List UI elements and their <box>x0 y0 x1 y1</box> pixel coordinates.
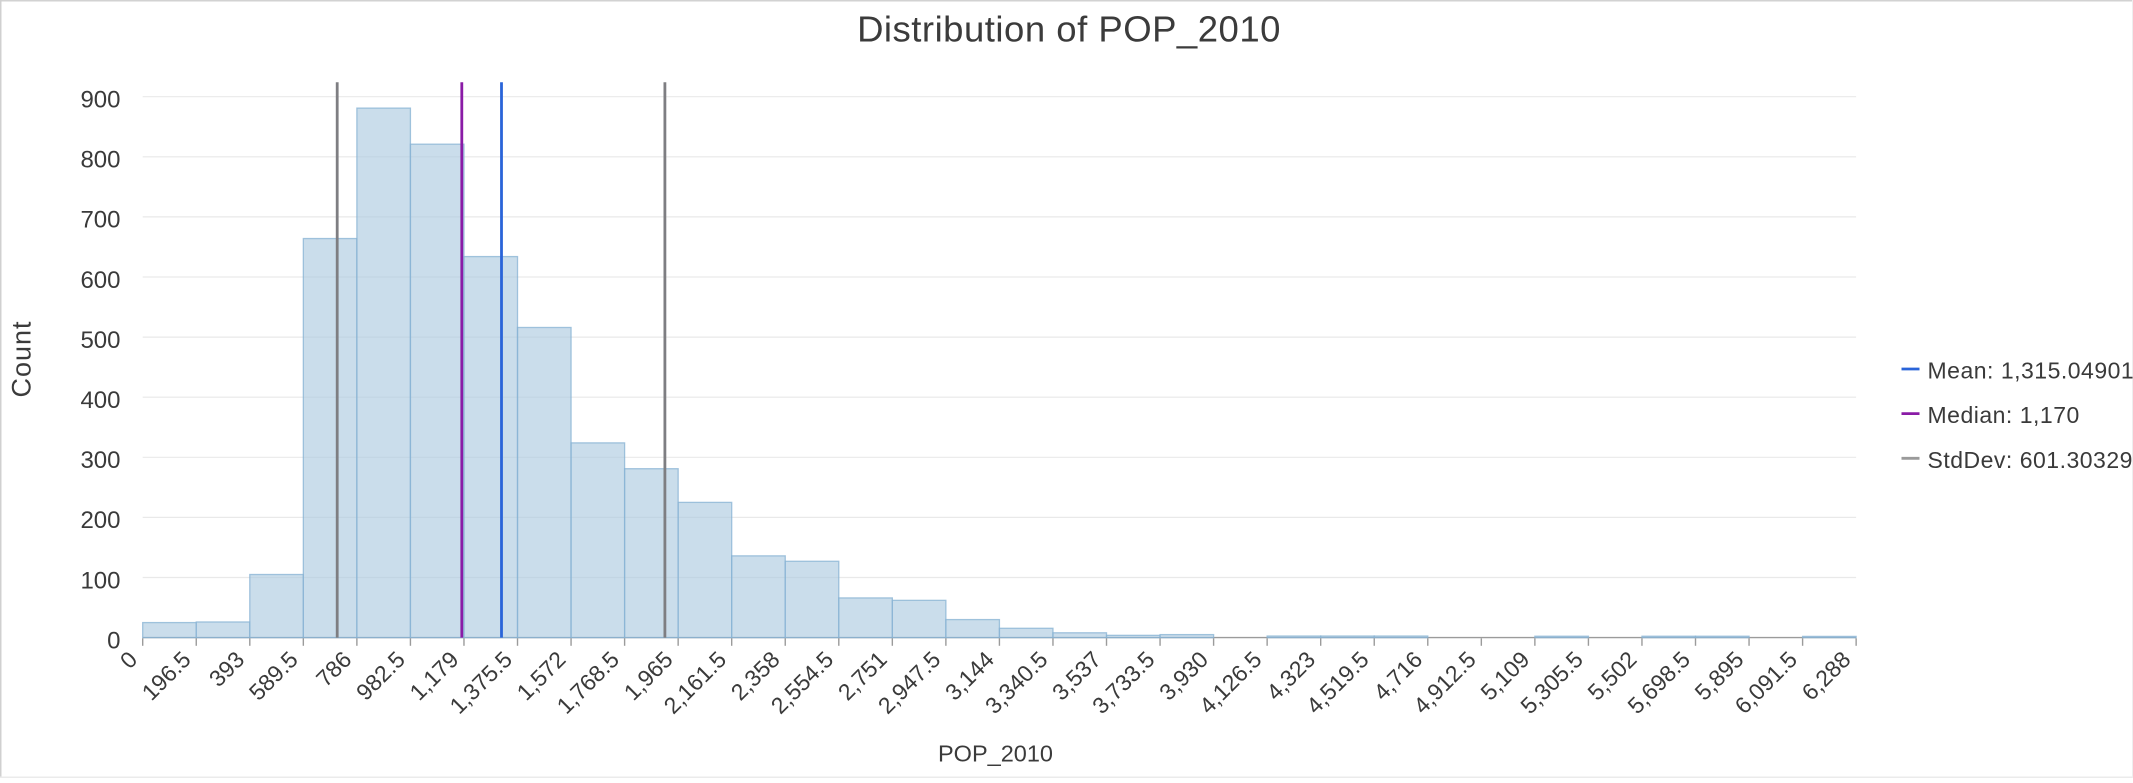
svg-text:200: 200 <box>80 507 120 534</box>
svg-text:Distribution of POP_2010: Distribution of POP_2010 <box>857 9 1281 50</box>
svg-text:Mean: 1,315.04901: Mean: 1,315.04901 <box>1928 358 2133 384</box>
svg-text:Median: 1,170: Median: 1,170 <box>1928 402 2080 428</box>
svg-text:POP_2010: POP_2010 <box>938 741 1053 767</box>
svg-text:700: 700 <box>80 207 120 234</box>
svg-text:600: 600 <box>80 267 120 294</box>
svg-text:100: 100 <box>80 567 120 594</box>
svg-text:900: 900 <box>80 87 120 114</box>
svg-text:400: 400 <box>80 387 120 414</box>
svg-text:500: 500 <box>80 327 120 354</box>
svg-text:Count: Count <box>7 320 37 397</box>
svg-text:800: 800 <box>80 147 120 174</box>
svg-text:StdDev: 601.30329: StdDev: 601.30329 <box>1928 447 2133 473</box>
svg-text:300: 300 <box>80 447 120 474</box>
